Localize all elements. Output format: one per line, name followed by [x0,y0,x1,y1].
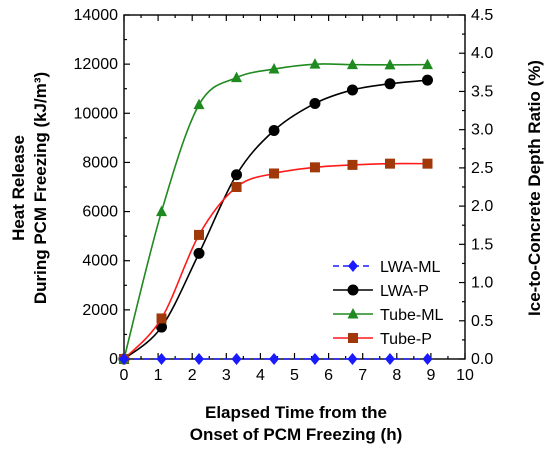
data-point-lwa-p [421,74,433,86]
data-point-lwa-p [156,321,168,333]
x-tick-label: 8 [392,367,401,384]
data-point-tube-ml [384,58,396,70]
legend-item-lwa-p: LWA-P [333,283,429,300]
legend-label-tube-p: Tube-P [380,331,432,348]
data-point-lwa-p [346,84,358,96]
y-left-tick-label: 2000 [82,302,118,319]
data-point-tube-p [384,158,395,169]
x-tick-label: 10 [456,367,474,384]
x-tick-label: 7 [358,367,367,384]
legend: LWA-ML LWA-P Tube-ML Tube-P [333,259,444,348]
data-point-lwa-ml [422,353,433,365]
y-right-tick-label: 0.5 [471,313,493,330]
legend-swatch-marker-tube-ml [347,308,359,319]
x-axis-title-line-1: Elapsed Time from the [205,403,387,422]
legend-swatch-marker-lwa-p [347,284,359,296]
series-lwa-ml [119,353,433,365]
data-point-lwa-ml [269,353,280,365]
series-lwa-p [118,74,433,365]
x-tick-label: 9 [426,367,435,384]
data-point-lwa-ml [384,353,395,365]
y-right-tick-label: 3.0 [471,122,493,139]
x-tick-label: 2 [188,367,197,384]
y-right-tick-label: 1.5 [471,236,493,253]
data-point-tube-p [422,158,433,169]
y-left-axis-title-line-2: During PCM Freezing (kJ/m³) [31,72,50,304]
data-point-tube-ml [268,63,280,74]
y-left-tick-label: 14000 [74,7,119,24]
x-tick-label: 3 [222,367,231,384]
data-point-lwa-p [309,97,321,109]
data-point-lwa-p [384,78,396,90]
legend-swatch-marker-tube-p [348,333,358,343]
data-point-lwa-ml [347,353,358,365]
data-point-lwa-ml [156,353,167,365]
legend-label-lwa-p: LWA-P [380,283,429,300]
y-right-tick-label: 4.5 [471,7,493,24]
series-layer [118,58,433,365]
legend-item-tube-p: Tube-P [333,331,432,348]
y-right-tick-label: 4.0 [471,45,493,62]
plot-frame: 0 1 2 3 4 5 6 7 8 9 10 0 2000 4000 6000 8000 10000 12000 1… [74,7,494,384]
y-left-tick-label: 4000 [82,253,118,270]
y-right-tick-label: 0.0 [471,351,493,368]
x-tick-label: 4 [256,367,265,384]
legend-label-lwa-ml: LWA-ML [380,259,441,276]
legend-swatch-marker-lwa-ml [348,260,358,272]
y-right-tick-label: 1.0 [471,275,493,292]
data-point-lwa-p [268,124,280,136]
data-point-tube-ml [346,58,358,70]
x-tick-label: 0 [120,367,129,384]
x-tick-label: 5 [290,367,299,384]
data-point-tube-p [347,159,358,170]
x-axis-title-line-2: Onset of PCM Freezing (h) [190,425,403,444]
legend-label-tube-ml: Tube-ML [380,307,444,324]
legend-item-tube-ml: Tube-ML [333,307,444,324]
data-point-tube-p [194,229,205,240]
y-right-tick-label: 2.5 [471,160,493,177]
data-point-tube-p [309,162,320,173]
data-point-lwa-ml [309,353,320,365]
data-point-tube-ml [421,58,433,70]
legend-item-lwa-ml: LWA-ML [333,259,441,276]
y-right-tick-label: 3.5 [471,83,493,100]
data-point-tube-ml [156,205,168,217]
x-tick-label: 1 [154,367,163,384]
data-point-tube-p [231,182,242,192]
x-tick-label: 6 [324,367,333,384]
data-point-tube-ml [193,98,205,110]
y-left-tick-label: 6000 [82,204,118,221]
data-point-lwa-ml [231,353,242,365]
data-point-tube-p [156,313,167,324]
data-point-tube-ml [309,58,321,69]
y-left-tick-label: 8000 [82,154,118,171]
data-point-lwa-p [193,247,205,259]
y-left-tick-label: 0 [109,351,118,368]
series-line-lwa-p [123,79,428,360]
data-point-lwa-ml [194,353,205,365]
data-point-tube-ml [231,71,243,83]
data-point-lwa-p [231,169,243,181]
data-point-lwa-ml [119,353,129,365]
y-right-axis-title: Ice-to-Concrete Depth Ratio (%) [525,60,544,316]
y-left-tick-label: 12000 [74,56,119,73]
data-point-tube-p [269,168,280,179]
y-left-axis-title-line-1: Heat Release [9,135,28,241]
y-right-tick-label: 2.0 [471,198,493,215]
y-left-tick-label: 10000 [74,105,119,122]
